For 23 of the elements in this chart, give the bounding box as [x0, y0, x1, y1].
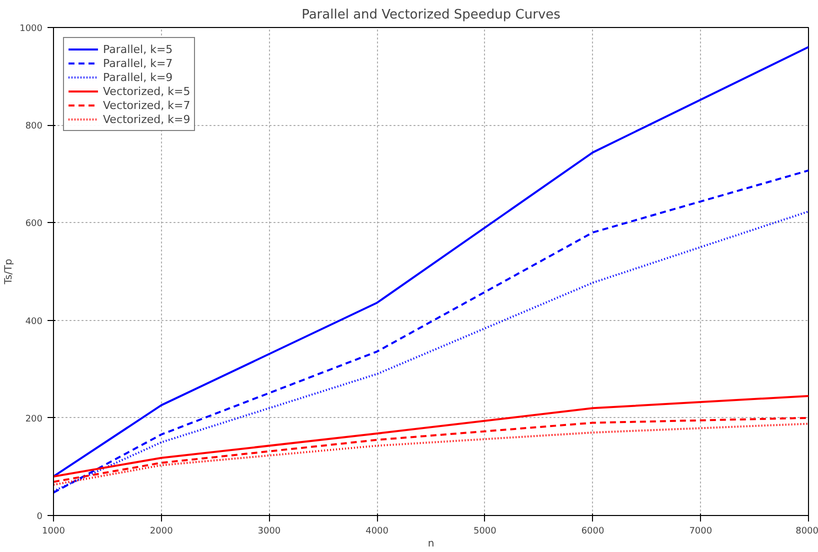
y-tick-label: 800	[25, 122, 43, 132]
x-tick-label: 3000	[258, 526, 281, 536]
legend-label: Vectorized, k=5	[103, 84, 190, 98]
y-axis-title: Ts/Tp	[4, 258, 15, 286]
y-tick-label: 1000	[20, 24, 43, 34]
legend-label: Vectorized, k=7	[103, 98, 190, 112]
y-tick-label: 200	[25, 414, 43, 424]
legend-label: Parallel, k=7	[103, 56, 173, 70]
legend-label: Parallel, k=5	[103, 42, 173, 56]
x-axis-title: n	[428, 538, 434, 550]
x-tick-label: 4000	[366, 526, 389, 536]
legend-label: Vectorized, k=9	[103, 112, 190, 126]
x-tick-label: 6000	[581, 526, 605, 536]
x-tick-label: 8000	[796, 526, 818, 536]
chart-title: Parallel and Vectorized Speedup Curves	[302, 8, 561, 22]
y-tick-label: 600	[25, 219, 43, 230]
legend-label: Parallel, k=9	[103, 70, 173, 84]
x-tick-label: 5000	[473, 526, 497, 536]
y-tick-label: 0	[36, 512, 43, 522]
x-tick-label: 1000	[42, 526, 66, 536]
x-tick-label: 7000	[689, 526, 712, 536]
x-tick-label: 2000	[150, 526, 174, 536]
y-tick-label: 400	[25, 316, 43, 327]
